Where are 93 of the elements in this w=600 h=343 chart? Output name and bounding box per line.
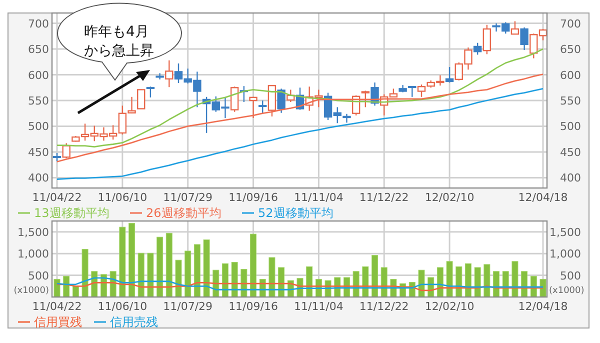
y2-tick-label: 500 <box>560 269 581 282</box>
y-tick-label: 500 <box>28 120 49 134</box>
annotation: 昨年も4月から急上昇 <box>84 24 154 59</box>
bar <box>268 257 276 298</box>
bar <box>54 278 60 298</box>
y2-tick-label: 650 <box>560 43 581 56</box>
candlestick <box>165 60 174 88</box>
legend-label: 26週移動平均 <box>146 206 222 220</box>
line-series <box>56 74 544 162</box>
bar <box>464 263 472 298</box>
y-tick-label: 500 <box>28 269 49 282</box>
candlestick <box>258 100 267 114</box>
candlestick <box>520 26 528 51</box>
x-tick-label: 12/02/10 <box>424 191 474 204</box>
x-tick-label: 11/04/22 <box>32 300 82 313</box>
x-tick-label: 11/07/29 <box>163 300 213 313</box>
bar <box>222 263 228 298</box>
bar <box>128 222 136 298</box>
y-tick-label: 450 <box>28 146 49 159</box>
bar <box>203 239 210 298</box>
y2-tick-label: 600 <box>560 68 581 82</box>
x-tick-label: 12/04/18 <box>518 191 568 204</box>
y2-axis-title: (x1000) <box>549 286 584 296</box>
x-tick-label: 11/04/22 <box>32 191 82 204</box>
y-tick-label: 1,000 <box>18 248 49 261</box>
candlestick <box>137 88 146 110</box>
y-tick-label: 700 <box>28 17 49 30</box>
candlestick <box>408 85 416 98</box>
x-tick-label: 11/09/16 <box>228 300 278 313</box>
bar <box>231 262 238 298</box>
candlestick <box>482 24 492 55</box>
bar <box>184 250 192 298</box>
bar <box>175 260 182 298</box>
y-tick-label: 650 <box>28 43 49 56</box>
candlestick <box>62 142 70 159</box>
bar <box>138 252 144 298</box>
bar <box>521 271 528 298</box>
x-tick-label: 11/06/10 <box>98 191 148 204</box>
legend-label: 52週移動平均 <box>258 206 334 220</box>
y-tick-label: 400 <box>28 172 49 185</box>
candlestick <box>230 86 239 112</box>
x-tick-label: 11/12/22 <box>359 300 409 313</box>
y-tick-label: 550 <box>28 94 49 108</box>
bar <box>502 271 509 298</box>
bar <box>82 248 88 298</box>
bar <box>493 271 500 298</box>
bar <box>446 261 453 298</box>
bar <box>119 226 126 298</box>
y-tick-label: 1,500 <box>18 226 49 239</box>
line-series <box>56 282 544 292</box>
y-axis-title: (x1000) <box>14 286 49 296</box>
x-tick-label: 11/11/04 <box>294 300 344 313</box>
bar <box>194 244 200 298</box>
legend-label: 信用売残 <box>110 315 158 329</box>
y2-tick-label: 500 <box>560 120 581 134</box>
candlestick <box>156 72 164 80</box>
x-tick-label: 12/02/10 <box>424 300 474 313</box>
bar <box>147 252 154 298</box>
candlestick <box>146 86 155 98</box>
candlestick <box>249 96 258 119</box>
candlestick <box>445 66 454 84</box>
bar <box>484 264 490 298</box>
line-series <box>56 277 544 290</box>
x-tick-label: 11/06/10 <box>98 300 148 313</box>
bar <box>278 267 285 298</box>
bar <box>156 236 164 298</box>
bar <box>418 270 425 298</box>
y2-tick-label: 1,000 <box>550 248 581 261</box>
y2-tick-label: 450 <box>560 146 581 159</box>
candlestick <box>277 88 286 114</box>
candlestick <box>361 90 370 108</box>
x-tick-label: 11/09/16 <box>228 191 278 204</box>
y2-tick-label: 1,500 <box>550 226 581 239</box>
line-series <box>56 88 544 180</box>
candlestick <box>473 42 482 56</box>
y-tick-label: 600 <box>28 68 49 82</box>
x-tick-label: 11/07/29 <box>163 191 213 204</box>
y2-tick-label: 550 <box>560 94 581 108</box>
bar <box>540 278 546 298</box>
bar <box>372 255 378 298</box>
candlestick <box>510 20 520 35</box>
legend-label: 信用買残 <box>34 315 82 329</box>
bar <box>250 234 257 298</box>
x-tick-label: 11/11/04 <box>294 191 344 204</box>
candlestick <box>342 113 351 124</box>
y2-tick-label: 700 <box>560 17 581 30</box>
bar <box>166 232 172 298</box>
y2-tick-label: 400 <box>560 172 581 185</box>
x-tick-label: 12/04/18 <box>518 300 568 313</box>
x-tick-label: 11/12/22 <box>359 191 409 204</box>
legend-label: 13週移動平均 <box>34 206 110 220</box>
bar <box>512 261 518 298</box>
bar <box>474 267 481 298</box>
